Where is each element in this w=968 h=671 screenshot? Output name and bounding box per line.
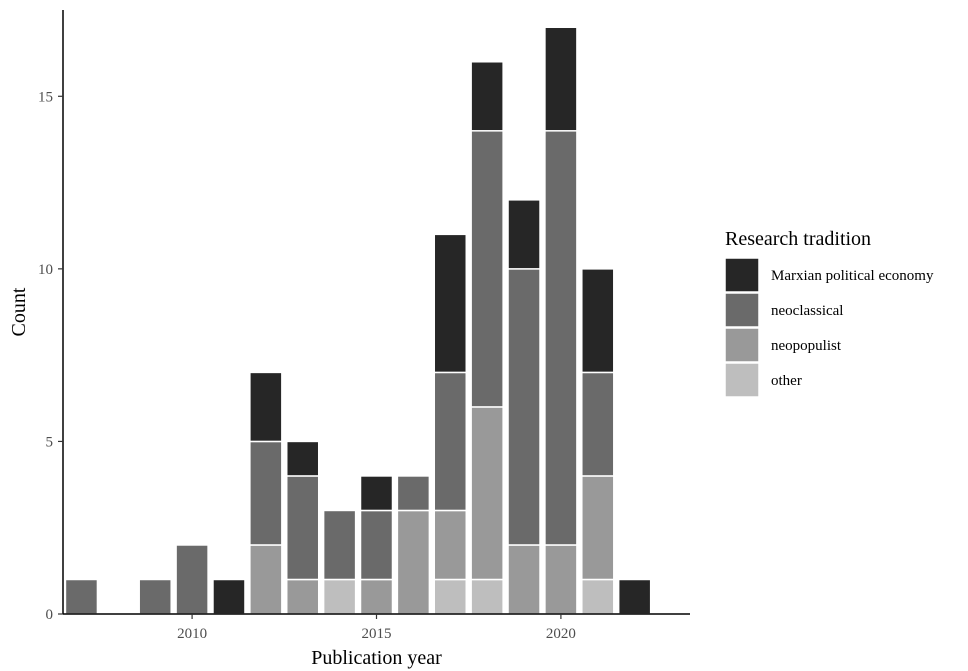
legend-items: Marxian political economy neoclassical neo…	[724, 257, 934, 398]
x-tick-label: 2015	[362, 626, 392, 642]
y-axis-title: Count	[8, 287, 30, 336]
x-axis-title: Publication year	[311, 647, 442, 669]
bar-segment-2015-neopopulist	[359, 578, 394, 615]
bar-segment-2014-neoclassical	[322, 509, 357, 581]
legend-label-neopopulist: neopopulist	[771, 338, 842, 354]
bar-segment-2010-neoclassical	[175, 544, 209, 615]
bar-segment-2012-neoclassical	[249, 440, 283, 546]
bar-segment-2020-neopopulist	[544, 544, 578, 615]
y-tick-label: 10	[38, 262, 53, 278]
bar-segment-2022-marxian-political-economy	[617, 578, 652, 615]
bars-layer	[64, 26, 652, 615]
bar-segment-2021-neopopulist	[581, 475, 615, 581]
bar-segment-2007-neoclassical	[64, 578, 99, 615]
bar-segment-2020-neoclassical	[544, 130, 578, 546]
bar-segment-2017-neopopulist	[433, 509, 468, 581]
legend-title: Research tradition	[725, 228, 871, 250]
bar-segment-2019-marxian-political-economy	[507, 199, 541, 270]
bar-segment-2019-neopopulist	[507, 544, 541, 615]
legend-swatch-other	[724, 362, 760, 398]
y-tick-label: 15	[38, 89, 53, 105]
bar-segment-2011-marxian-political-economy	[212, 578, 246, 615]
x-axis-ticks: 2010 2015 2020	[177, 614, 576, 642]
bar-segment-2013-neoclassical	[285, 475, 320, 581]
bar-segment-2013-marxian-political-economy	[285, 440, 320, 477]
x-tick-label: 2010	[177, 626, 207, 642]
bar-segment-2020-marxian-political-economy	[544, 26, 578, 132]
bar-segment-2021-neoclassical	[581, 371, 615, 477]
bar-segment-2018-marxian-political-economy	[470, 61, 504, 132]
bar-segment-2015-marxian-political-economy	[359, 475, 394, 512]
bar-segment-2016-neopopulist	[396, 509, 431, 615]
legend-swatch-marxian-political-economy	[724, 257, 760, 293]
legend-swatch-neopopulist	[724, 327, 760, 363]
bar-segment-2017-other	[433, 578, 468, 615]
x-tick-label: 2020	[546, 626, 576, 642]
bar-segment-2021-other	[581, 578, 615, 615]
bar-segment-2016-neoclassical	[396, 475, 431, 512]
bar-segment-2012-marxian-political-economy	[249, 371, 283, 443]
bar-segment-2017-marxian-political-economy	[433, 233, 468, 374]
bar-segment-2018-other	[470, 578, 504, 615]
y-tick-label: 5	[46, 434, 54, 450]
y-axis-ticks: 0 5 10 15	[38, 89, 63, 623]
y-tick-label: 0	[46, 607, 54, 623]
bar-segment-2017-neoclassical	[433, 371, 468, 512]
legend: Research tradition Marxian political eco…	[724, 228, 934, 398]
bar-segment-2018-neoclassical	[470, 130, 504, 408]
bar-segment-2021-marxian-political-economy	[581, 268, 615, 374]
bar-segment-2019-neoclassical	[507, 268, 541, 546]
legend-label-other: other	[771, 373, 802, 389]
legend-swatch-neoclassical	[724, 292, 760, 328]
bar-segment-2009-neoclassical	[138, 578, 172, 615]
bar-segment-2014-other	[322, 578, 357, 615]
bar-segment-2015-neoclassical	[359, 509, 394, 581]
bar-segment-2013-neopopulist	[285, 578, 320, 615]
bar-segment-2012-neopopulist	[249, 544, 283, 615]
bar-segment-2018-neopopulist	[470, 406, 504, 581]
legend-label-neoclassical: neoclassical	[771, 303, 843, 319]
legend-label-marxian-political-economy: Marxian political economy	[771, 268, 934, 284]
